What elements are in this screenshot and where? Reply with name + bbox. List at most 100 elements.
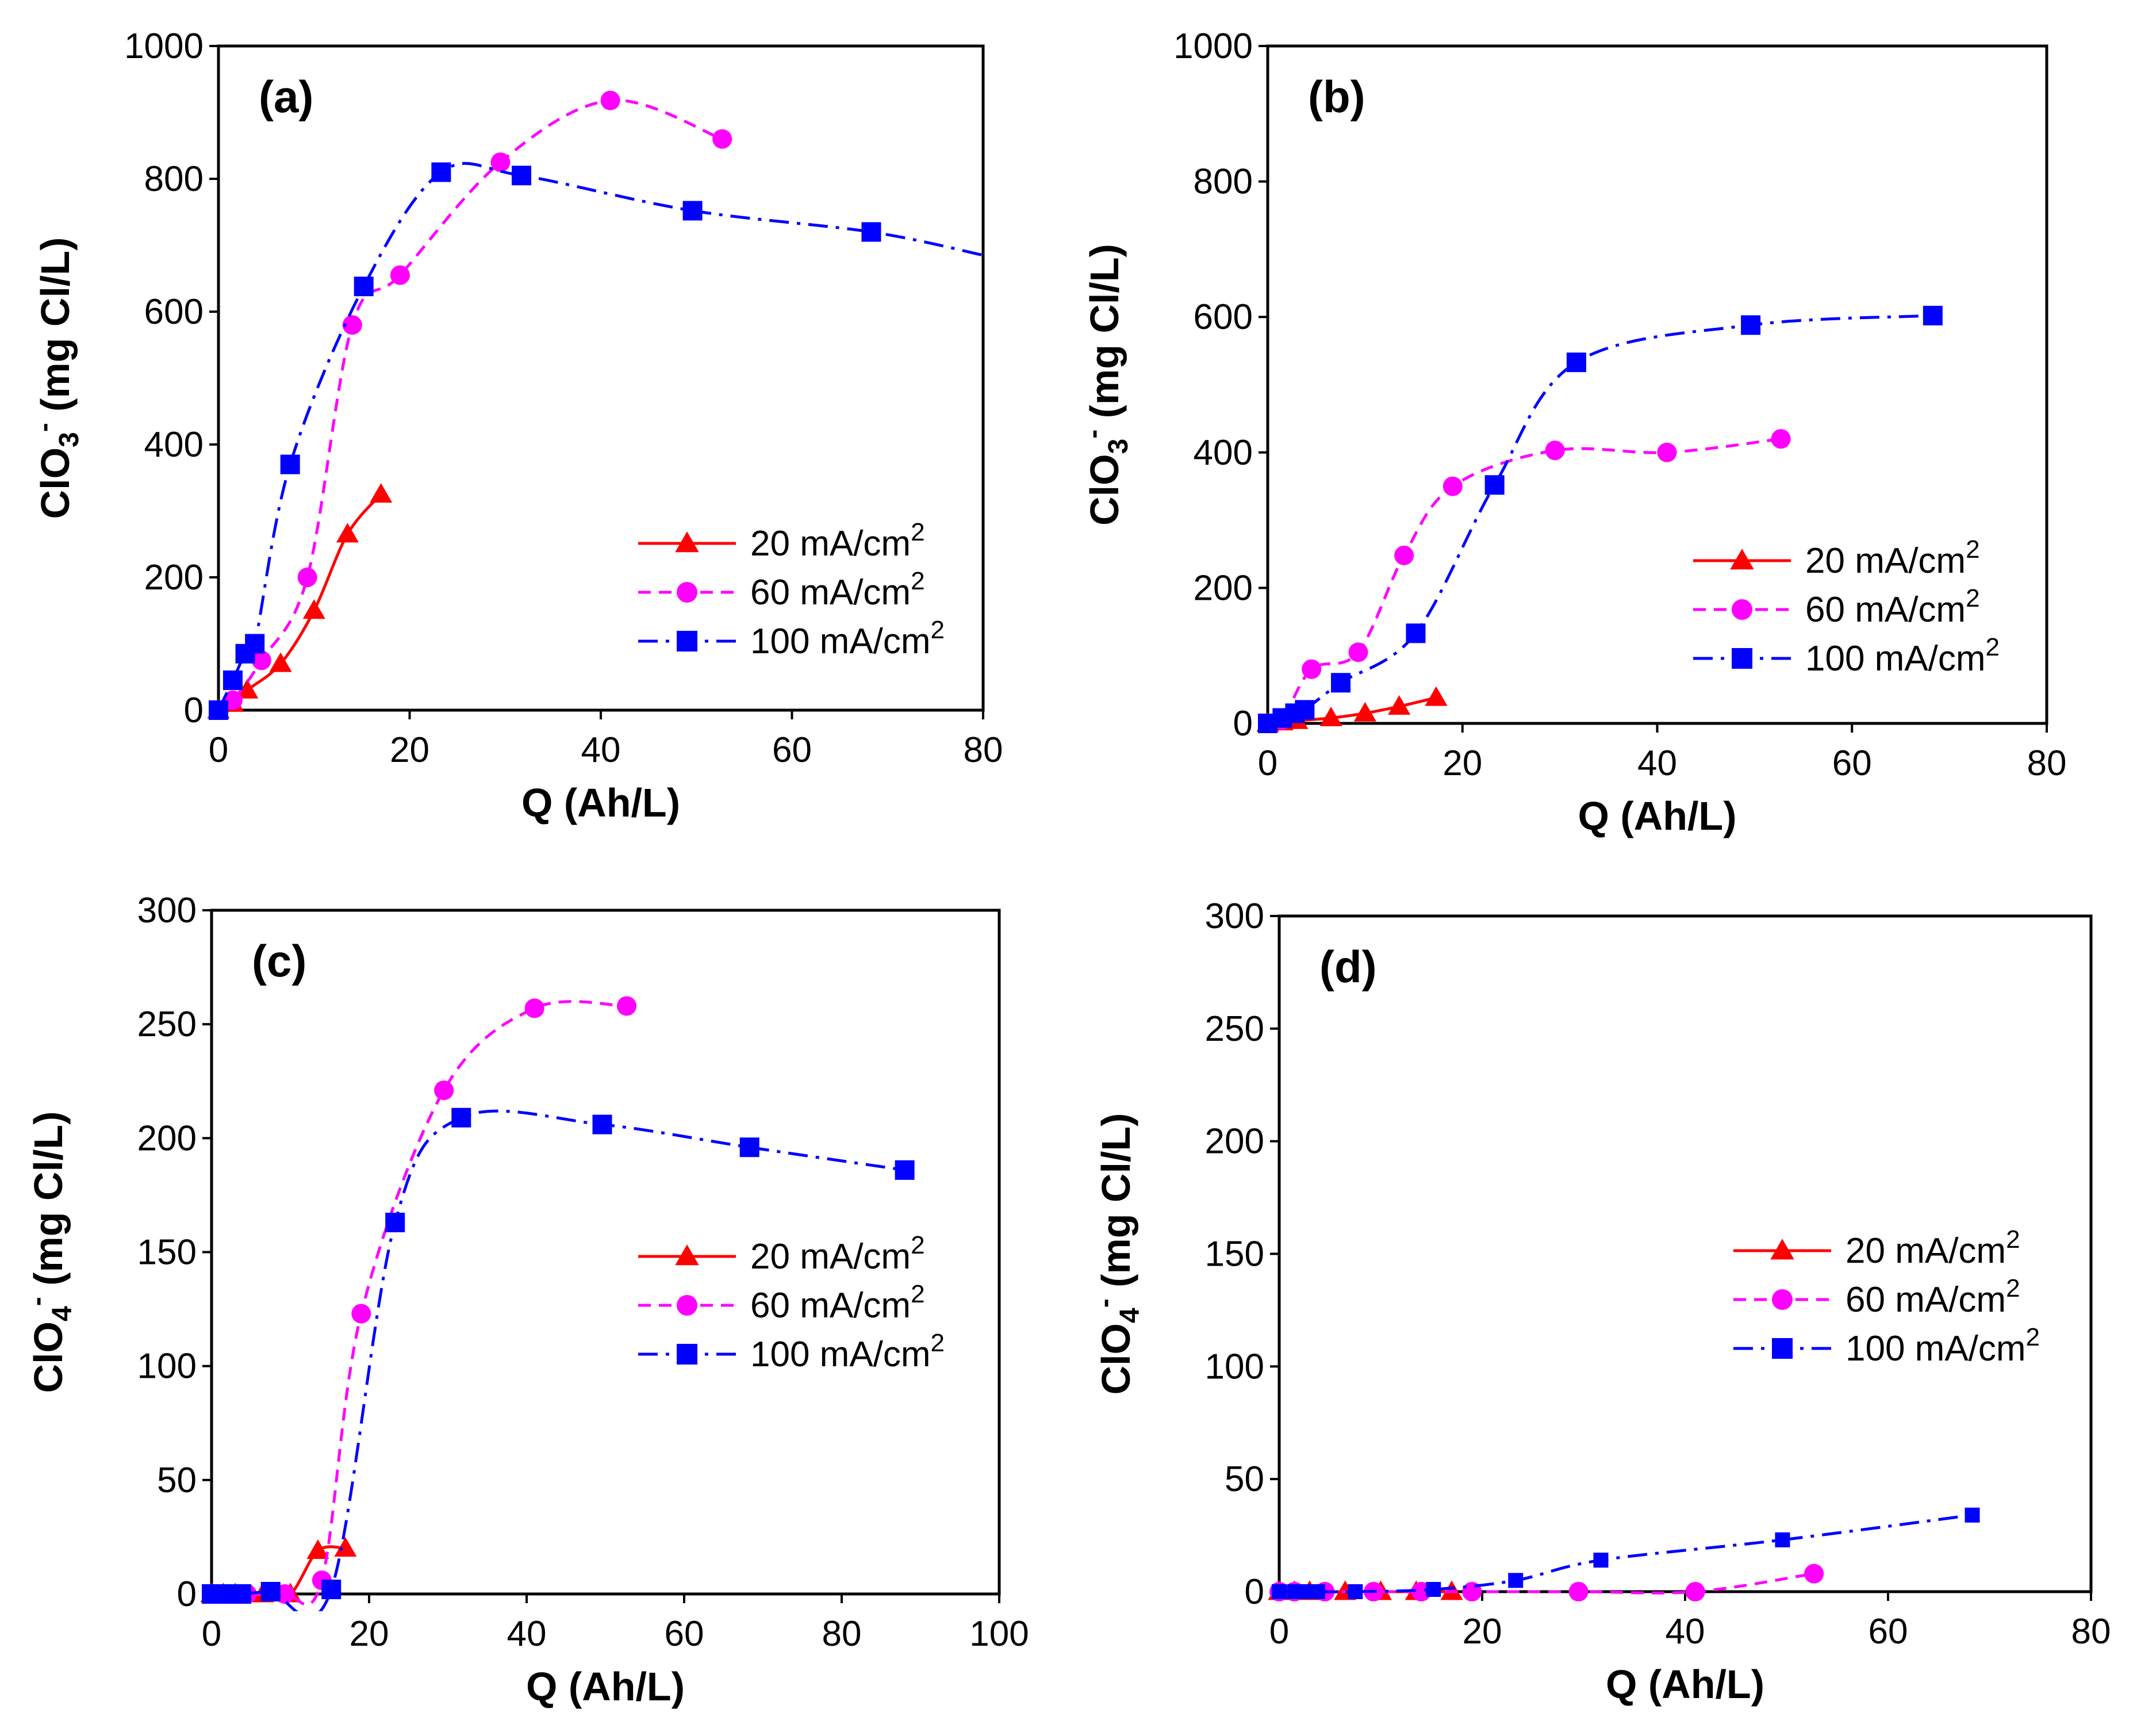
legend-label: 60 mA/cm2 (1846, 1274, 2020, 1320)
y-tick-label: 250 (1205, 1009, 1264, 1049)
y-tick-label: 200 (137, 1118, 197, 1158)
data-point-circle (616, 996, 636, 1016)
data-point-circle (1545, 440, 1565, 461)
y-axis-title-subscript: 4 (47, 1306, 78, 1321)
x-tick-label: 40 (507, 1614, 547, 1654)
data-point-square (245, 634, 265, 654)
legend-marker-triangle (1770, 1239, 1794, 1260)
series-100-ma-cm2 (202, 1107, 915, 1611)
x-tick-label: 100 (969, 1614, 1029, 1654)
data-point-triangle (1440, 1580, 1463, 1600)
y-axis-title-subscript: 3 (54, 432, 85, 447)
data-point-square (1508, 1573, 1524, 1588)
data-point-circle (600, 90, 620, 110)
data-point-square (260, 1582, 281, 1602)
panel-a: 0 200 400 600 800 1000 0 20 40 60 80 Q (Ah/L) ClO3- … (29, 26, 1003, 825)
y-tick-label: 200 (1194, 568, 1253, 608)
y-axis-title-superscript: - (1089, 1298, 1120, 1308)
series-line (1279, 1513, 1973, 1593)
data-point-square (895, 1160, 915, 1180)
y-tick-label: 250 (137, 1005, 197, 1044)
legend-marker-triangle (675, 531, 699, 553)
data-point-triangle (370, 483, 393, 503)
y-tick-label: 200 (144, 558, 204, 597)
legend-label: 20 mA/cm2 (1805, 535, 1980, 581)
x-axis-title: Q (Ah/L) (526, 1664, 685, 1709)
data-point-triangle (236, 679, 259, 699)
x-tick-label: 40 (581, 730, 621, 770)
data-point-square (1310, 1584, 1326, 1599)
data-point-circle (1568, 1582, 1589, 1601)
y-axis-title-base: ClO (26, 1321, 71, 1393)
x-tick-label: 40 (1666, 1612, 1705, 1651)
series-100-ma-cm2 (1272, 1507, 1980, 1599)
legend-label: 100 mA/cm2 (1805, 633, 2000, 679)
y-tick-label: 1000 (1173, 26, 1253, 66)
data-point-square (1295, 700, 1315, 720)
y-axis-title-superscript: - (22, 1297, 52, 1306)
data-point-circle (1657, 442, 1677, 462)
data-point-square (209, 700, 228, 720)
data-point-triangle (1388, 695, 1411, 715)
x-tick-label: 80 (2071, 1612, 2111, 1651)
data-point-circle (1685, 1582, 1705, 1601)
panel-label: (a) (259, 71, 313, 122)
panel-label: (d) (1319, 941, 1377, 992)
data-point-square (1426, 1582, 1441, 1597)
data-point-square (354, 277, 374, 297)
data-point-square (1775, 1532, 1790, 1547)
x-axis-title: Q (Ah/L) (1606, 1662, 1764, 1707)
y-axis-title-subscript: 3 (1103, 439, 1134, 454)
data-point-square (512, 166, 532, 186)
data-point-square (1965, 1507, 1980, 1523)
data-point-square (431, 162, 451, 182)
legend-marker-circle (677, 1295, 697, 1316)
data-point-square (1741, 315, 1761, 335)
data-point-triangle (1319, 707, 1342, 727)
x-tick-label: 80 (822, 1614, 862, 1654)
data-point-circle (342, 315, 362, 335)
y-tick-label: 600 (144, 292, 204, 332)
y-tick-label: 400 (1194, 433, 1253, 473)
y-tick-label: 600 (1194, 297, 1253, 337)
legend-marker-square (677, 1344, 697, 1365)
legend-marker-square (1732, 648, 1752, 669)
data-point-triangle (306, 1539, 329, 1559)
y-tick-label: 50 (157, 1461, 197, 1500)
y-axis-title-base: ClO (1082, 454, 1127, 525)
series-100-ma-cm2 (209, 162, 983, 720)
y-tick-label: 100 (1205, 1347, 1264, 1386)
data-point-square (1484, 475, 1505, 495)
legend-label: 20 mA/cm2 (750, 1231, 925, 1277)
y-axis-title: ClO3- (mg Cl/L) (29, 237, 85, 519)
data-point-square (232, 1584, 252, 1604)
panel-d: 0 50 100 150 200 250 300 0 20 40 60 80 Q (Ah/L) ClO4-… (1089, 896, 2111, 1707)
x-axis-title: Q (Ah/L) (521, 780, 680, 825)
data-point-square (682, 201, 703, 221)
legend-marker-triangle (1730, 549, 1754, 570)
data-point-circle (1771, 429, 1791, 449)
x-tick-label: 0 (202, 1614, 221, 1654)
legend-label: 60 mA/cm2 (1805, 584, 1980, 630)
data-point-triangle (1353, 702, 1376, 722)
data-point-triangle (336, 523, 359, 543)
data-point-circle (297, 568, 317, 587)
panel-label: (b) (1308, 71, 1365, 122)
data-point-triangle (269, 652, 292, 672)
data-point-square (222, 670, 243, 691)
x-axis-title: Q (Ah/L) (1578, 794, 1736, 838)
y-tick-label: 100 (137, 1347, 197, 1386)
y-tick-label: 0 (1233, 704, 1253, 744)
data-point-circle (712, 129, 732, 149)
legend-marker-circle (677, 582, 697, 603)
data-point-square (1287, 1584, 1302, 1599)
y-axis-title-superscript: - (29, 423, 59, 432)
data-point-circle (434, 1080, 454, 1101)
y-axis-title: ClO3- (mg Cl/L) (1078, 244, 1134, 526)
data-point-square (1566, 352, 1586, 373)
legend-label: 20 mA/cm2 (750, 518, 925, 564)
y-axis-title: ClO4- (mg Cl/L) (1089, 1113, 1145, 1395)
x-tick-label: 80 (2027, 744, 2067, 783)
legend-marker-triangle (675, 1244, 699, 1266)
